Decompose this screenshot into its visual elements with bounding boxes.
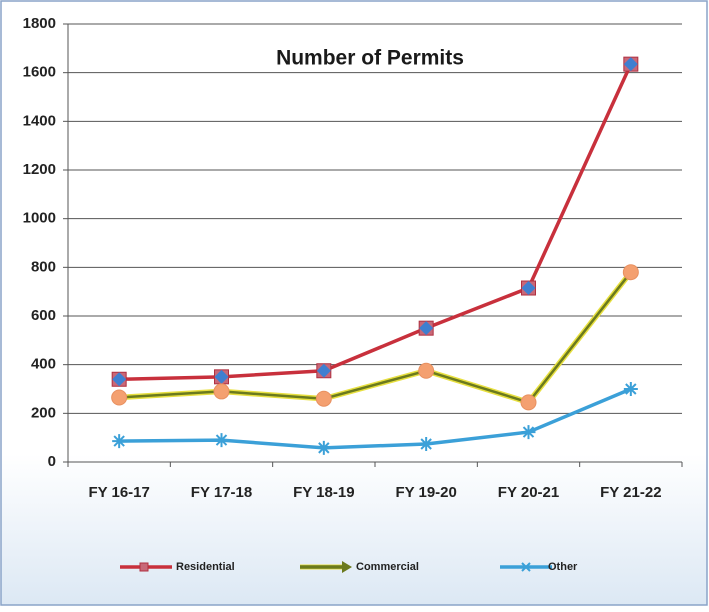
marker-diamond — [521, 281, 536, 296]
legend: Residential Commercial Other — [120, 561, 578, 573]
marker-diamond — [214, 369, 229, 384]
marker — [419, 436, 434, 451]
marker-star — [112, 434, 127, 449]
marker — [316, 363, 332, 379]
y-tick-label: 1200 — [23, 161, 56, 178]
line — [119, 271, 632, 404]
marker — [213, 383, 230, 400]
y-tick-label: 800 — [31, 258, 56, 275]
marker — [622, 264, 639, 281]
legend-item: Commercial — [300, 561, 419, 573]
series — [112, 382, 638, 455]
series — [111, 264, 639, 411]
marker-star — [214, 433, 229, 448]
marker — [214, 433, 229, 448]
marker-star — [521, 425, 536, 440]
legend-marker — [521, 562, 531, 572]
marker-star — [316, 440, 331, 455]
x-tick-label: FY 18-19 — [293, 484, 354, 501]
marker — [418, 362, 435, 379]
marker — [112, 434, 127, 449]
marker — [623, 56, 639, 72]
marker — [623, 382, 638, 396]
x-tick-label: FY 21-22 — [600, 484, 661, 501]
y-tick-label: 1400 — [23, 112, 56, 129]
x-tick-label: FY 17-18 — [191, 484, 252, 501]
x-tick-label: FY 16-17 — [88, 484, 149, 501]
legend-label: Commercial — [356, 561, 419, 573]
x-tick-label: FY 20-21 — [498, 484, 559, 501]
marker — [111, 389, 128, 406]
line — [119, 63, 633, 382]
y-tick-label: 0 — [48, 453, 56, 470]
chart-title: Number of Permits — [276, 47, 464, 70]
legend-marker — [342, 561, 352, 573]
marker-diamond — [623, 57, 638, 72]
y-tick-label: 400 — [31, 356, 56, 373]
legend-item: Other — [500, 561, 578, 573]
y-tick-label: 1600 — [23, 64, 56, 81]
plot — [111, 56, 639, 455]
marker — [521, 425, 536, 440]
marker-star — [623, 382, 638, 396]
marker-diamond — [419, 321, 434, 336]
y-tick-label: 200 — [31, 404, 56, 421]
marker — [418, 320, 434, 336]
marker-star — [419, 436, 434, 451]
legend-item: Residential — [120, 561, 235, 573]
marker — [214, 369, 229, 385]
grid: 0 200 400 600 800 1000 1200 1400 1600 1800 FY 16-1… — [23, 15, 683, 501]
marker — [520, 394, 537, 411]
marker — [111, 371, 127, 387]
marker — [521, 280, 536, 296]
y-tick-label: 1000 — [23, 210, 56, 227]
legend-label: Residential — [176, 561, 235, 573]
series — [111, 56, 639, 387]
marker — [315, 390, 332, 407]
marker — [316, 440, 331, 455]
y-tick-label: 1800 — [23, 15, 56, 32]
legend-marker — [139, 562, 149, 572]
x-tick-label: FY 19-20 — [395, 484, 456, 501]
marker-diamond — [316, 363, 331, 378]
legend-label: Other — [548, 561, 578, 573]
y-tick-label: 600 — [31, 307, 56, 324]
line — [119, 387, 632, 450]
marker-diamond — [112, 372, 127, 387]
